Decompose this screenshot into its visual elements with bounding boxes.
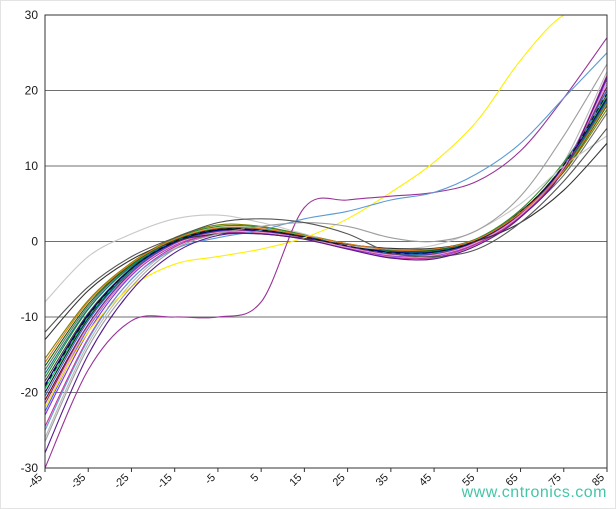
series-line-c04 bbox=[45, 71, 607, 439]
x-tick-label: 25 bbox=[331, 472, 348, 489]
y-tick-label: -30 bbox=[21, 461, 39, 475]
x-tick-label: 65 bbox=[504, 472, 521, 489]
series-line-c07 bbox=[45, 109, 607, 359]
y-tick-label: -20 bbox=[21, 386, 39, 400]
series-line-c26 bbox=[45, 76, 607, 454]
series-line-c10 bbox=[45, 101, 607, 374]
x-tick-label: -5 bbox=[203, 472, 218, 487]
x-tick-label: -25 bbox=[112, 472, 132, 492]
series-line-c13 bbox=[45, 82, 607, 412]
x-tick-label: -15 bbox=[155, 472, 175, 492]
y-tick-label: 30 bbox=[25, 8, 39, 22]
series-line-c15 bbox=[45, 86, 607, 405]
series-line-c08 bbox=[45, 97, 607, 378]
x-tick-label: 75 bbox=[547, 472, 564, 489]
x-tick-label: 45 bbox=[417, 472, 434, 489]
series-line-c09 bbox=[45, 105, 607, 367]
series-line-c23 bbox=[45, 52, 607, 431]
y-tick-label: 10 bbox=[25, 159, 39, 173]
series-line-c24 bbox=[45, 63, 607, 442]
series-line-c28 bbox=[45, 103, 607, 363]
x-tick-label: 55 bbox=[460, 472, 477, 489]
y-tick-label: 0 bbox=[31, 235, 38, 249]
x-tick-label: 15 bbox=[287, 472, 304, 489]
series-line-c20 bbox=[45, 142, 607, 340]
plot-border bbox=[44, 14, 608, 469]
x-tick-label: -35 bbox=[69, 472, 89, 492]
series-line-c25 bbox=[45, 127, 607, 333]
series-line-c16 bbox=[45, 78, 607, 416]
x-tick-label: 5 bbox=[248, 472, 261, 485]
x-tick-label: 85 bbox=[590, 472, 607, 489]
series-line-c18 bbox=[45, 82, 607, 408]
y-tick-label: 20 bbox=[25, 84, 39, 98]
y-tick-label: -10 bbox=[21, 310, 39, 324]
series-line-c17 bbox=[45, 75, 607, 427]
x-tick-label: 35 bbox=[374, 472, 391, 489]
series-line-c22 bbox=[45, 37, 607, 468]
